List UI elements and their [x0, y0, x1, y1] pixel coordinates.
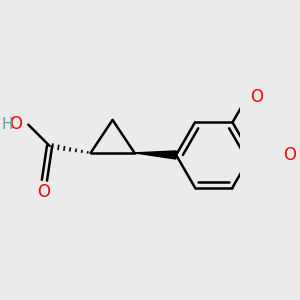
- Text: H: H: [2, 117, 13, 132]
- Text: O: O: [283, 146, 296, 164]
- Text: O: O: [37, 182, 50, 200]
- Polygon shape: [135, 151, 176, 159]
- Text: O: O: [250, 88, 263, 106]
- Text: O: O: [10, 115, 22, 133]
